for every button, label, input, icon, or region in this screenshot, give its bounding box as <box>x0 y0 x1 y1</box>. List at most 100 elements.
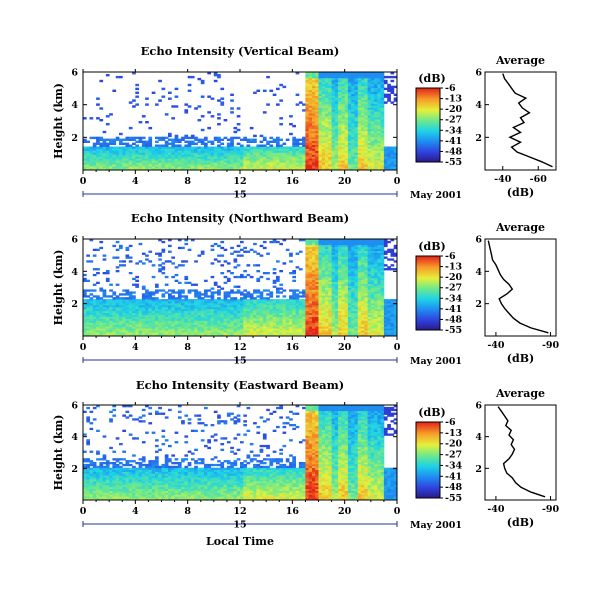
heatmap-cell <box>99 334 104 337</box>
heatmap-cell <box>119 156 123 159</box>
heatmap-cell <box>207 334 211 337</box>
heatmap-cell <box>204 148 208 151</box>
heatmap-cell <box>367 97 372 100</box>
heatmap-cell <box>325 109 329 112</box>
heatmap-cell <box>236 275 241 279</box>
heatmap-cell <box>341 121 346 124</box>
heatmap-cell <box>262 289 267 292</box>
heatmap-cell <box>213 283 218 286</box>
heatmap-cell <box>161 320 166 323</box>
heatmap-cell <box>99 310 104 314</box>
heatmap-cell <box>187 324 192 327</box>
heatmap-cell <box>305 250 310 253</box>
heatmap-cell <box>148 330 153 333</box>
heatmap-cell <box>187 305 192 308</box>
heatmap-cell <box>325 77 329 81</box>
heatmap-cell <box>341 79 346 83</box>
heatmap-cell <box>112 148 117 151</box>
heatmap-cell <box>210 150 215 153</box>
heatmap-cell <box>298 306 303 310</box>
heatmap-cell <box>161 308 166 312</box>
heatmap-cell <box>328 121 332 124</box>
heatmap-cell <box>200 316 205 319</box>
heatmap-cell <box>223 260 228 263</box>
heatmap-cell <box>86 320 90 323</box>
heatmap-cell <box>96 301 100 304</box>
heatmap-cell <box>318 111 323 114</box>
heatmap-cell <box>246 250 251 253</box>
heatmap-cell <box>240 138 244 141</box>
heatmap-cell <box>331 136 336 140</box>
heatmap-cell <box>390 166 395 169</box>
heatmap-cell <box>370 105 375 108</box>
heatmap-cell <box>249 138 254 141</box>
heatmap-cell <box>141 146 146 149</box>
heatmap-cell <box>259 164 264 167</box>
heatmap-cell <box>308 275 313 279</box>
heatmap-cell <box>328 272 332 275</box>
heatmap-cell <box>253 166 257 169</box>
heatmap-cell <box>305 293 310 296</box>
heatmap-cell <box>210 301 215 304</box>
heatmap-cell <box>390 158 395 161</box>
heatmap-cell <box>141 301 146 304</box>
heatmap-cell <box>155 306 159 310</box>
heatmap-cell <box>331 87 336 91</box>
heatmap-cell <box>279 310 283 314</box>
heatmap-cell <box>354 330 359 333</box>
heatmap-cell <box>351 277 355 281</box>
heatmap-cell <box>177 154 182 157</box>
heatmap-cell <box>292 158 296 161</box>
heatmap-cell <box>141 303 146 306</box>
heatmap-cell <box>226 322 231 325</box>
heatmap-cell <box>200 314 205 317</box>
heatmap-cell <box>318 99 323 102</box>
heatmap-cell <box>128 256 133 259</box>
heatmap-cell <box>194 293 198 296</box>
heatmap-cell <box>181 299 185 302</box>
heatmap-cell <box>233 301 238 304</box>
heatmap-cell <box>204 166 208 169</box>
heatmap-cell <box>200 310 205 314</box>
heatmap-cell <box>308 273 313 277</box>
heatmap-cell <box>370 93 375 96</box>
heatmap-cell <box>383 81 388 85</box>
heatmap-cell <box>168 148 172 151</box>
heatmap-cell <box>249 303 254 306</box>
heatmap-cell <box>109 301 113 304</box>
heatmap-cell <box>344 248 349 251</box>
heatmap-cell <box>334 134 339 138</box>
heatmap-cell <box>341 128 346 132</box>
heatmap-cell <box>269 320 274 323</box>
heatmap-cell <box>282 328 287 331</box>
heatmap-cell <box>347 268 352 271</box>
heatmap-cell <box>367 81 372 85</box>
heatmap-cell <box>155 318 159 321</box>
heatmap-cell <box>308 148 313 151</box>
heatmap-cell <box>217 301 221 304</box>
heatmap-cell <box>230 330 234 333</box>
heatmap-cell <box>226 168 231 171</box>
heatmap-cell <box>158 168 162 171</box>
heatmap-cell <box>138 301 143 304</box>
heatmap-cell <box>312 295 316 298</box>
heatmap-cell <box>295 295 300 298</box>
heatmap-cell <box>315 240 319 244</box>
heatmap-cell <box>240 160 244 163</box>
heatmap-cell <box>171 312 175 315</box>
heatmap-cell <box>282 148 287 151</box>
heatmap-cell <box>155 312 159 315</box>
heatmap-cell <box>338 87 342 91</box>
heatmap-cell <box>99 287 104 290</box>
heatmap-cell <box>262 164 267 167</box>
heatmap-cell <box>302 293 306 296</box>
heatmap-cell <box>262 111 267 114</box>
heatmap-cell <box>194 301 198 304</box>
heatmap-cell <box>266 166 270 169</box>
heatmap-cell <box>347 270 352 273</box>
heatmap-cell <box>321 162 326 165</box>
heatmap-cell <box>331 166 336 169</box>
heatmap-cell <box>197 306 202 310</box>
heatmap-cell <box>262 89 267 92</box>
heatmap-cell <box>315 72 319 75</box>
